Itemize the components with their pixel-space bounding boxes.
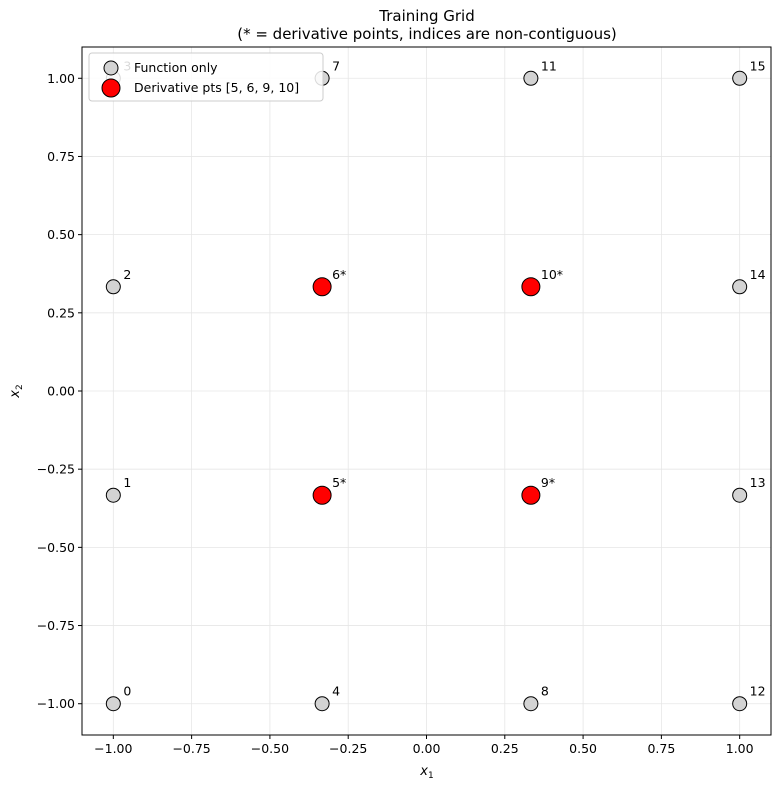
- point-index-label: 7: [332, 58, 340, 73]
- x-tick-label: −1.00: [94, 741, 132, 756]
- point-index-label: 11: [541, 58, 557, 73]
- point-index-label: 4: [332, 684, 340, 699]
- x-tick-label: 0.75: [647, 741, 675, 756]
- legend-label-derivative: Derivative pts [5, 6, 9, 10]: [134, 80, 299, 95]
- x-tick-label: 0.25: [491, 741, 519, 756]
- point-index-label: 0: [123, 684, 131, 699]
- legend-frame: [88, 52, 324, 102]
- point-index-label: 13: [750, 475, 766, 490]
- legend-marker-function-only: [103, 60, 119, 76]
- chart-subtitle: (* = derivative points, indices are non-…: [237, 25, 617, 43]
- derivative-point: [312, 485, 332, 505]
- point-labels: 012347811121314155*6*9*10*: [123, 58, 765, 698]
- legend: Function only Derivative pts [5, 6, 9, 1…: [88, 52, 324, 102]
- function-point: [523, 696, 539, 712]
- x-axis-label: x1: [419, 764, 433, 781]
- point-index-label: 15: [750, 58, 766, 73]
- function-point: [732, 70, 748, 86]
- x-tick-label: −0.25: [329, 741, 367, 756]
- x-tick-label: 0.50: [569, 741, 597, 756]
- derivative-point: [521, 485, 541, 505]
- x-tick-label: 0.00: [413, 741, 441, 756]
- point-index-label: 6*: [332, 267, 346, 282]
- point-index-label: 9*: [541, 475, 555, 490]
- legend-marker-derivative: [101, 78, 121, 98]
- legend-label-function-only: Function only: [134, 60, 218, 75]
- point-index-label: 14: [750, 267, 766, 282]
- y-tick-label: −0.25: [37, 462, 75, 477]
- y-tick-label: 0.75: [47, 149, 75, 164]
- x-tick-label: −0.75: [172, 741, 210, 756]
- chart-title: Training Grid: [378, 7, 474, 25]
- y-tick-label: 0.50: [47, 227, 75, 242]
- function-point: [732, 279, 748, 295]
- y-axis-label: x2: [8, 384, 25, 398]
- axes: −1.00 −0.75 −0.50 −0.25 0.00 0.25 0.50 0.75 1.00…: [37, 46, 772, 756]
- function-point: [105, 279, 121, 295]
- derivative-point: [312, 277, 332, 297]
- y-tick-label: −1.00: [37, 696, 75, 711]
- derivative-point: [521, 277, 541, 297]
- point-index-label: 1: [123, 475, 131, 490]
- function-point: [105, 487, 121, 503]
- point-index-label: 10*: [541, 267, 563, 282]
- point-index-label: 5*: [332, 475, 346, 490]
- point-index-label: 12: [750, 684, 766, 699]
- y-tick-label: −0.50: [37, 540, 75, 555]
- function-point: [523, 70, 539, 86]
- point-index-label: 8: [541, 684, 549, 699]
- y-tick-label: −0.75: [37, 618, 75, 633]
- y-tick-label: 0.25: [47, 305, 75, 320]
- function-point: [732, 696, 748, 712]
- x-tick-label: −0.50: [251, 741, 289, 756]
- function-point: [105, 696, 121, 712]
- y-tick-label: 1.00: [47, 71, 75, 86]
- grid-lines: [82, 47, 771, 735]
- point-index-label: 2: [123, 267, 131, 282]
- y-tick-label: 0.00: [47, 384, 75, 399]
- function-point: [314, 696, 330, 712]
- x-tick-label: 1.00: [726, 741, 754, 756]
- function-point: [732, 487, 748, 503]
